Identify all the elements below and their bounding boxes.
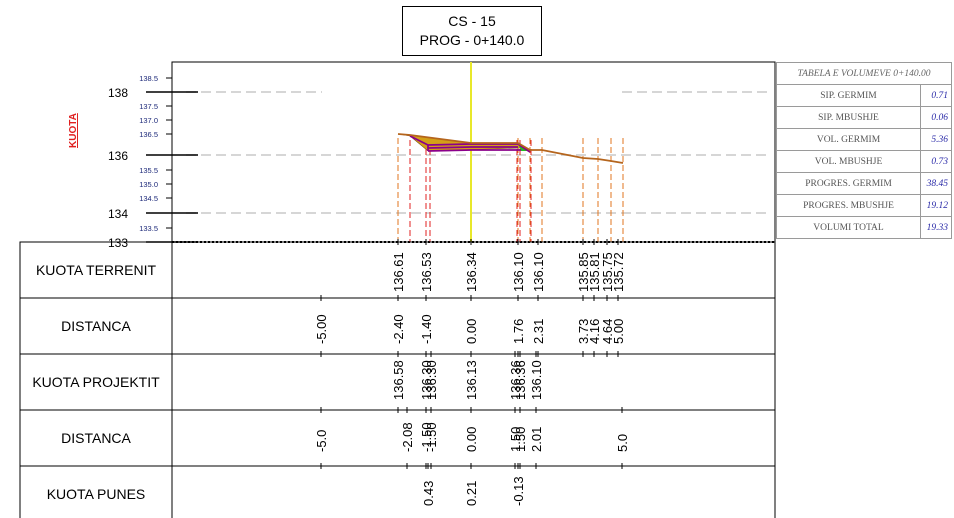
terrain-elevation-label: 136.10: [531, 252, 546, 292]
terrain-distance-label: 2.31: [531, 319, 546, 344]
design-distance-label: 1.50: [508, 427, 523, 452]
volume-row: PROGRES. GERMIM 38.45: [776, 172, 952, 195]
major-tick-label: 133: [108, 236, 128, 250]
terrain-distance-label: 3.73: [576, 319, 591, 344]
design-elevation-label: 136.58: [391, 360, 406, 400]
design-elevation-label: 136.36: [513, 360, 528, 400]
design-elevation-label: 136.36: [508, 360, 523, 400]
volume-row-value: 38.45: [920, 172, 952, 195]
volume-row-label: PROGRES. MBUSHJE: [776, 194, 921, 217]
terrain-distance-label: 4.64: [600, 319, 615, 344]
design-distance-label: -2.08: [400, 422, 415, 452]
volume-row-value: 19.33: [920, 216, 952, 239]
terrain-elevation-label: 135.75: [600, 252, 615, 292]
band-label-cell: [19, 465, 173, 518]
terrain-distance-label: 4.16: [587, 319, 602, 344]
section-chainage: PROG - 0+140.0: [419, 32, 525, 48]
terrain-elevation-label: 135.85: [576, 252, 591, 292]
volume-row-value: 5.36: [920, 128, 952, 151]
plot-frame: [171, 61, 776, 243]
volume-row-value: 0.73: [920, 150, 952, 173]
section-title-box: CS - 15 PROG - 0+140.0: [402, 6, 542, 56]
volume-row: VOLUMI TOTAL 19.33: [776, 216, 952, 239]
volume-row-label: SIP. GERMIM: [776, 84, 921, 107]
band-label: DISTANCA: [61, 318, 131, 334]
work-elevation-label: -0.13: [511, 476, 526, 506]
design-distance-label: 5.0: [615, 434, 630, 452]
minor-tick-label: 135.5: [139, 166, 158, 175]
band-label: KUOTA PROJEKTIT: [32, 374, 160, 390]
terrain-elevation-label: 135.72: [611, 252, 626, 292]
volume-row-label: VOL. GERMIM: [776, 128, 921, 151]
major-tick-label: 136: [108, 149, 128, 163]
terrain-distance-label: 1.76: [511, 319, 526, 344]
volume-table: TABELA E VOLUMEVE 0+140.00 SIP. GERMIM 0.…: [776, 62, 952, 239]
volume-row-value: 0.06: [920, 106, 952, 129]
terrain-distance-label: -5.00: [314, 314, 329, 344]
terrain-line: [397, 133, 624, 164]
design-distance-label: 0.00: [464, 427, 479, 452]
minor-tick-label: 136.5: [139, 130, 158, 139]
terrain-elevation-label: 136.53: [419, 252, 434, 292]
section-number: CS - 15: [448, 13, 496, 29]
minor-tick-label: 138.5: [139, 74, 158, 83]
design-distance-label: -1.50: [424, 422, 439, 452]
minor-tick-label: 134.5: [139, 194, 158, 203]
design-distance-label: -1.50: [419, 422, 434, 452]
minor-tick-label: 137.5: [139, 102, 158, 111]
volume-row: VOL. MBUSHJE 0.73: [776, 150, 952, 173]
terrain-distance-label: -1.40: [419, 314, 434, 344]
volume-row-label: VOL. MBUSHJE: [776, 150, 921, 173]
volume-row: VOL. GERMIM 5.36: [776, 128, 952, 151]
band-label: DISTANCA: [61, 430, 131, 446]
volume-row: SIP. MBUSHJE 0.06: [776, 106, 952, 129]
band-label: KUOTA TERRENIT: [36, 262, 157, 278]
design-distance-label: 2.01: [529, 427, 544, 452]
minor-tick-label: 133.5: [139, 224, 158, 233]
volume-row-value: 19.12: [920, 194, 952, 217]
terrain-distance-label: 5.00: [611, 319, 626, 344]
volume-row-value: 0.71: [920, 84, 952, 107]
design-distance-label: 1.50: [513, 427, 528, 452]
volume-row-label: PROGRES. GERMIM: [776, 172, 921, 195]
terrain-distance-label: -2.40: [391, 314, 406, 344]
terrain-elevation-label: 136.61: [391, 252, 406, 292]
minor-tick-label: 135.0: [139, 180, 158, 189]
design-line: [427, 149, 521, 152]
volume-row-label: VOLUMI TOTAL: [776, 216, 921, 239]
terrain-elevation-label: 135.81: [587, 252, 602, 292]
design-line: [409, 135, 531, 153]
design-elevation-label: 136.30: [419, 360, 434, 400]
minor-tick-label: 137.0: [139, 116, 158, 125]
work-elevation-label: 0.21: [464, 481, 479, 506]
major-tick-label: 134: [108, 207, 128, 221]
major-tick-label: 138: [108, 86, 128, 100]
volume-row: PROGRES. MBUSHJE 19.12: [776, 194, 952, 217]
terrain-elevation-label: 136.10: [511, 252, 526, 292]
axis-title: KUOTA: [68, 113, 79, 148]
volume-table-title: TABELA E VOLUMEVE 0+140.00: [776, 62, 952, 85]
design-line: [427, 146, 518, 149]
terrain-elevation-label: 136.34: [464, 252, 479, 292]
design-elevation-label: 136.30: [424, 360, 439, 400]
design-elevation-label: 136.13: [464, 360, 479, 400]
volume-row: SIP. GERMIM 0.71: [776, 84, 952, 107]
design-elevation-label: 136.10: [529, 360, 544, 400]
work-elevation-label: 0.43: [421, 481, 436, 506]
band-label: KUOTA PUNES: [47, 486, 146, 502]
design-distance-label: -5.0: [314, 430, 329, 452]
terrain-distance-label: 0.00: [464, 319, 479, 344]
volume-row-label: SIP. MBUSHJE: [776, 106, 921, 129]
